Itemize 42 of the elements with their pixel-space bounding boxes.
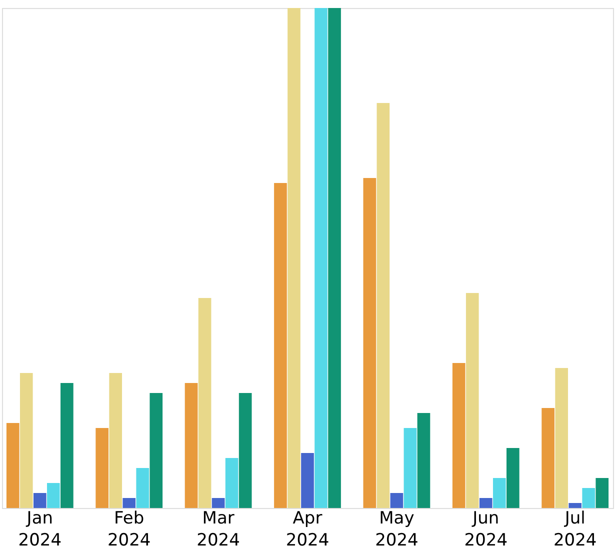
bar [404, 428, 417, 508]
bar [301, 453, 314, 508]
bar [492, 478, 506, 508]
bar [212, 498, 225, 508]
bar [376, 103, 390, 508]
x-tick-label: Jun 2024 [464, 508, 508, 550]
bar [274, 183, 287, 508]
bar [184, 383, 198, 508]
bar [150, 393, 163, 508]
bar [33, 493, 46, 508]
x-tick-label: Apr 2024 [286, 508, 330, 550]
bar [417, 413, 430, 508]
bar [225, 458, 238, 508]
bar [20, 373, 33, 508]
bar [198, 298, 212, 508]
bar [60, 383, 74, 508]
bar [136, 468, 150, 508]
bar [6, 423, 20, 508]
bar [568, 503, 582, 508]
bar [328, 8, 341, 508]
x-tick-label: Jul 2024 [553, 508, 597, 550]
bar [238, 393, 252, 508]
bar [466, 293, 479, 508]
bar [363, 178, 376, 508]
x-tick-label: May 2024 [375, 508, 418, 550]
bar [479, 498, 492, 508]
bar [542, 408, 554, 508]
bar [390, 493, 404, 508]
bar [506, 448, 520, 508]
x-tick-label: Jan 2024 [18, 508, 62, 550]
bar [109, 373, 122, 508]
bar [314, 8, 328, 508]
x-tick-label: Mar 2024 [196, 508, 240, 550]
bar [452, 363, 466, 508]
bar [596, 478, 609, 508]
bar [582, 488, 596, 508]
bar [47, 483, 60, 508]
bar [122, 498, 136, 508]
bar [288, 8, 300, 508]
bar [555, 368, 568, 508]
bar [96, 428, 108, 508]
x-tick-label: Feb 2024 [107, 508, 151, 550]
